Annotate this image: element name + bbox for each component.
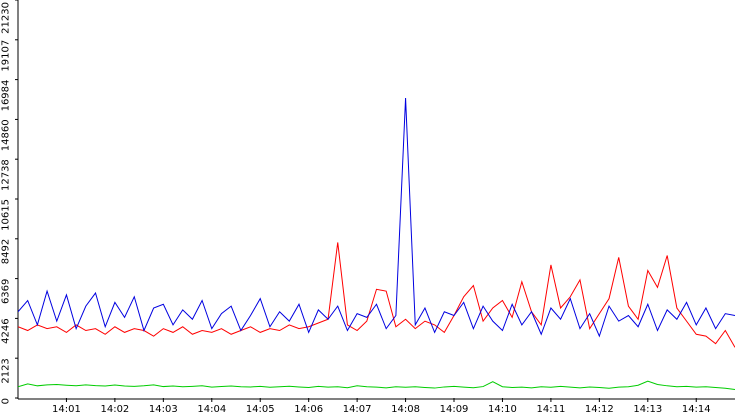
x-tick-label: 14:12: [585, 404, 614, 415]
x-tick-label: 14:02: [100, 404, 129, 415]
y-tick-label: 0: [0, 398, 11, 404]
x-tick-label: 14:14: [682, 404, 711, 415]
x-tick-label: 14:04: [197, 404, 226, 415]
series-line: [18, 380, 735, 391]
y-tick-label: 16984: [0, 80, 11, 112]
y-tick-label: 12738: [0, 159, 11, 191]
x-tick-label: 14:07: [343, 404, 372, 415]
y-tick-label: 6369: [0, 279, 11, 304]
x-tick-label: 14:10: [488, 404, 517, 415]
series-line: [18, 242, 735, 348]
x-tick-label: 14:06: [294, 404, 323, 415]
y-tick-label: 21230: [0, 2, 11, 34]
y-tick-label: 8492: [0, 239, 11, 264]
x-tick-label: 14:13: [633, 404, 662, 415]
series-line: [18, 98, 735, 338]
y-tick-label: 14860: [0, 119, 11, 151]
y-tick-label: 4246: [0, 318, 11, 343]
y-tick-label: 19107: [0, 40, 11, 72]
y-tick-label: 2123: [0, 358, 11, 383]
x-tick-label: 14:08: [391, 404, 420, 415]
x-tick-label: 14:09: [440, 404, 469, 415]
y-tick-label: 10615: [0, 199, 11, 231]
x-tick-label: 14:05: [246, 404, 275, 415]
x-tick-label: 14:11: [536, 404, 565, 415]
x-tick-label: 14:01: [52, 404, 81, 415]
x-tick-label: 14:03: [149, 404, 178, 415]
